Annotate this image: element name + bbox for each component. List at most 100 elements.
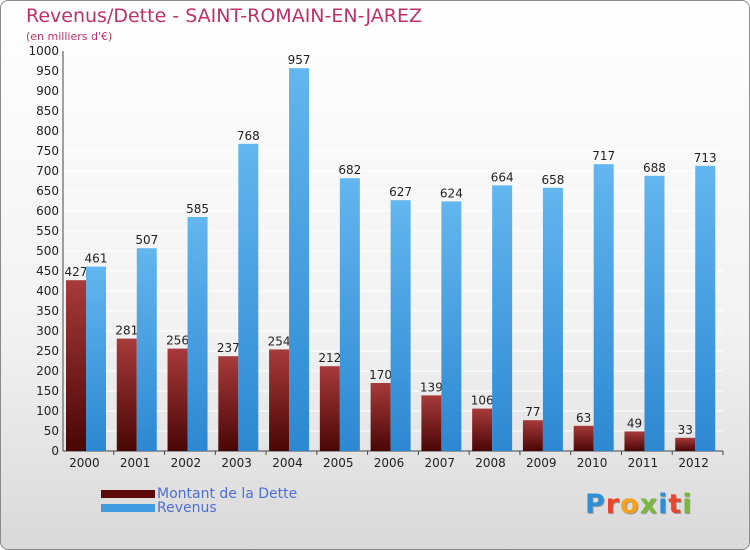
data-label-dette: 281	[115, 324, 138, 338]
x-tick-label: 2005	[323, 456, 354, 470]
data-label-revenus: 461	[85, 252, 108, 266]
x-tick-label: 2012	[678, 456, 709, 470]
y-tick-label: 800	[36, 124, 59, 138]
logo-letter: P	[585, 489, 606, 520]
bar-revenus	[289, 68, 310, 451]
data-label-dette: 256	[166, 334, 189, 348]
y-tick-label: 150	[36, 384, 59, 398]
bar-revenus	[86, 266, 106, 451]
logo-letter: i	[682, 489, 693, 520]
y-tick-label: 900	[36, 84, 59, 98]
y-tick-label: 50	[44, 424, 59, 438]
bar-dette	[370, 383, 391, 451]
data-label-dette: 212	[318, 351, 341, 365]
y-tick-label: 950	[36, 64, 59, 78]
data-label-revenus: 507	[135, 233, 158, 247]
legend: Montant de la Dette Revenus	[101, 486, 298, 516]
data-label-dette: 254	[268, 334, 291, 348]
x-tick-label: 2009	[526, 456, 557, 470]
bar-revenus	[441, 201, 462, 451]
x-tick-label: 2004	[272, 456, 303, 470]
data-label-dette: 427	[65, 265, 88, 279]
data-label-revenus: 713	[694, 151, 717, 165]
y-tick-label: 1000	[28, 44, 59, 58]
x-tick-label: 2008	[475, 456, 506, 470]
data-label-revenus: 717	[592, 149, 615, 163]
logo-letter: o	[620, 489, 640, 520]
bar-dette	[573, 425, 594, 451]
logo-letter: r	[605, 489, 621, 520]
bar-revenus	[644, 175, 665, 452]
data-label-revenus: 664	[491, 170, 514, 184]
bar-revenus	[492, 185, 513, 451]
bar-dette	[167, 348, 188, 451]
y-tick-label: 0	[51, 444, 59, 458]
y-tick-label: 700	[36, 164, 59, 178]
bar-dette	[319, 366, 340, 451]
bar-revenus	[136, 248, 157, 451]
y-tick-label: 200	[36, 364, 59, 378]
legend-swatch-dette	[101, 490, 155, 498]
bar-dette	[116, 338, 137, 451]
bar-revenus	[390, 200, 411, 451]
x-tick-label: 2003	[221, 456, 252, 470]
x-tick-label: 2006	[374, 456, 405, 470]
y-tick-label: 550	[36, 224, 59, 238]
bar-revenus	[339, 178, 360, 451]
y-tick-label: 350	[36, 304, 59, 318]
x-tick-label: 2002	[171, 456, 202, 470]
data-label-dette: 33	[678, 423, 693, 437]
y-tick-label: 500	[36, 244, 59, 258]
bar-revenus	[187, 217, 208, 451]
bar-revenus	[695, 165, 716, 452]
bar-dette	[472, 408, 493, 451]
x-tick-label: 2010	[577, 456, 608, 470]
bar-revenus	[542, 187, 563, 452]
data-label-revenus: 624	[440, 186, 463, 200]
y-tick-label: 100	[36, 404, 59, 418]
proxiti-logo: Proxiti	[585, 489, 693, 520]
y-tick-label: 750	[36, 144, 59, 158]
data-label-dette: 77	[525, 405, 540, 419]
y-tick-label: 850	[36, 104, 59, 118]
bar-dette	[218, 356, 239, 451]
data-label-revenus: 957	[288, 53, 311, 67]
legend-swatch-revenus	[101, 504, 155, 512]
x-tick-label: 2000	[69, 456, 100, 470]
y-tick-label: 650	[36, 184, 59, 198]
legend-label-revenus: Revenus	[157, 500, 217, 516]
data-label-revenus: 688	[643, 161, 666, 175]
legend-item-dette: Montant de la Dette	[101, 486, 298, 502]
logo-letter: i	[658, 489, 669, 520]
logo-letter: x	[639, 489, 659, 520]
logo-letter: t	[668, 489, 683, 520]
bar-revenus	[593, 164, 614, 451]
data-label-dette: 106	[471, 394, 494, 408]
data-label-revenus: 682	[338, 163, 361, 177]
bar-dette	[522, 420, 543, 451]
bar-dette	[675, 437, 696, 451]
data-label-dette: 170	[369, 368, 392, 382]
x-tick-label: 2007	[424, 456, 455, 470]
data-label-revenus: 627	[389, 185, 412, 199]
y-tick-label: 600	[36, 204, 59, 218]
bar-dette	[624, 431, 645, 451]
y-tick-label: 250	[36, 344, 59, 358]
bar-revenus	[238, 143, 259, 452]
bar-dette	[269, 349, 290, 451]
chart-subtitle: (en milliers d'€)	[26, 30, 113, 43]
x-tick-label: 2001	[120, 456, 151, 470]
data-label-dette: 237	[217, 341, 240, 355]
bar-dette	[66, 280, 86, 451]
data-label-dette: 63	[576, 411, 591, 425]
data-label-dette: 49	[627, 416, 642, 430]
legend-label-dette: Montant de la Dette	[157, 486, 298, 502]
x-tick-label: 2011	[628, 456, 659, 470]
data-label-revenus: 658	[541, 173, 564, 187]
data-label-revenus: 585	[186, 202, 209, 216]
chart-title: Revenus/Dette - SAINT-ROMAIN-EN-JAREZ	[26, 5, 422, 27]
y-tick-label: 300	[36, 324, 59, 338]
bar-dette	[421, 395, 442, 451]
